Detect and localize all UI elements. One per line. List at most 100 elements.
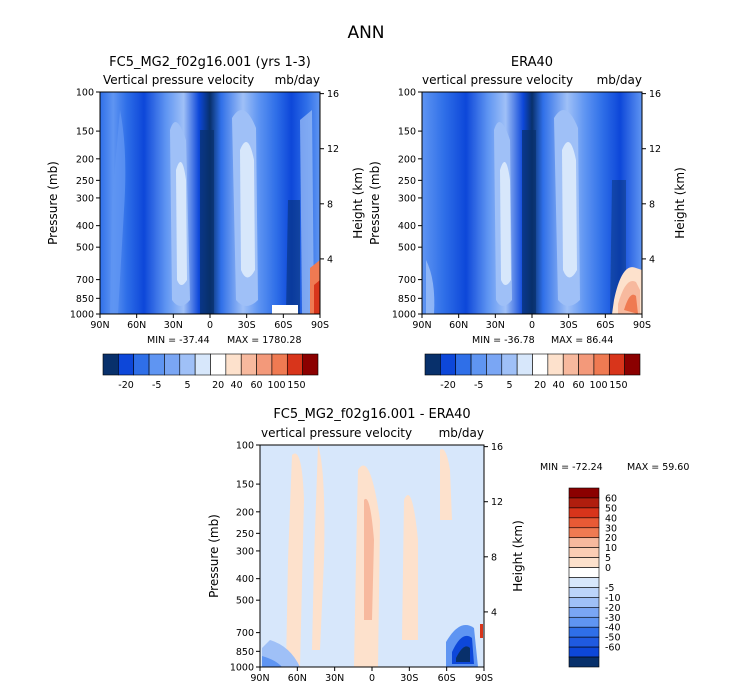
colorbar-box [568,537,600,548]
y-tick-label: 500 [398,243,416,254]
y2-tick-label: 4 [491,607,497,618]
y-tick-label: 700 [76,275,94,286]
y2-tick-label: 8 [491,552,497,563]
y2-tick-label: 8 [649,199,655,210]
y-tick-label: 100 [236,441,254,452]
colorbar-box [568,626,600,638]
colorbar-box [568,587,600,598]
panel-era40-min-label: MIN = -36.78 [472,335,535,346]
panel-era40-subtitle-right: mb/day [597,73,642,87]
colorbar-label: 60 [573,380,585,391]
colorbar-label: 150 [609,380,627,391]
x-tick-label: 60N [449,320,468,331]
y2-tick-label: 16 [649,89,661,100]
y-tick-label: 1000 [230,663,254,674]
colorbar-label: 10 [605,543,617,554]
x-tick-label: 90S [311,320,329,331]
panel-era40-title: ERA40 [511,55,553,70]
panel-model-ylabel: Pressure (mb) [46,161,60,245]
x-tick-label: 30S [238,320,256,331]
panel-model-colorbar: -20 -5 5 20 40 60 100 150 [102,353,319,391]
colorbar-box [568,607,600,618]
y2-tick-label: 12 [327,144,339,155]
colorbar-box [568,616,600,628]
colorbar-box [568,597,600,608]
panel-difference: FC5_MG2_f02g16.001 - ERA40 vertical pres… [207,407,689,684]
panel-difference-y-axis-left: 100 150 200 250 300 400 500 700 850 1000 [230,441,260,674]
y-tick-label: 500 [236,596,254,607]
colorbar-box [568,577,600,588]
y-tick-label: 700 [236,628,254,639]
panel-model-plot-area [99,91,321,315]
colorbar-box [486,353,503,376]
y-tick-label: 500 [76,243,94,254]
colorbar-box [568,646,600,658]
colorbar-box [562,353,579,376]
panel-model-subtitle-left: Vertical pressure velocity [103,73,254,87]
y-tick-label: 250 [398,176,416,187]
colorbar-label: 40 [231,380,243,391]
x-tick-label: 0 [529,320,535,331]
panel-difference-y-axis-right: 4 8 12 16 [484,442,503,618]
colorbar-box [179,353,196,376]
colorbar-box [194,353,211,376]
y-tick-label: 200 [398,154,416,165]
colorbar-box [624,353,641,376]
panel-era40-subtitle-left: vertical pressure velocity [422,73,573,87]
x-tick-label: 90S [633,320,651,331]
y-tick-label: 300 [76,193,94,204]
colorbar-label: 30 [605,523,617,534]
colorbar-label: -10 [605,593,621,604]
colorbar-box [568,527,600,539]
colorbar-box [133,353,150,376]
colorbar-box [302,353,319,376]
colorbar-box [568,567,600,578]
y2-tick-label: 16 [491,442,503,453]
panel-model-y-axis-right: 4 8 12 16 [320,89,339,265]
colorbar-box [593,353,610,376]
y2-tick-label: 8 [327,199,333,210]
panel-era40-y-axis-right: 4 8 12 16 [642,89,661,265]
figure-title: ANN [347,23,384,43]
panel-era40-plot-area [421,91,643,315]
colorbar-box [501,353,518,376]
y2-tick-label: 12 [649,144,661,155]
panel-difference-plot-area [259,444,485,668]
colorbar-box [568,507,600,519]
y2-tick-label: 4 [327,254,333,265]
y2-tick-label: 12 [491,497,503,508]
colorbar-label: -5 [605,583,614,594]
panel-difference-min-label: MIN = -72.24 [540,462,603,473]
colorbar-label: 40 [553,380,565,391]
colorbar-label: -50 [605,633,621,644]
colorbar-box [286,353,303,376]
colorbar-box [271,353,288,376]
colorbar-label: 20 [212,380,224,391]
colorbar-label: -5 [474,380,483,391]
colorbar-label: -20 [605,603,621,614]
colorbar-box [102,353,119,376]
y-tick-label: 1000 [392,310,416,321]
colorbar-box [256,353,273,376]
x-tick-label: 0 [369,673,375,684]
panel-model-subtitle-right: mb/day [275,73,320,87]
colorbar-box [568,557,600,568]
colorbar-label: 40 [605,513,617,524]
colorbar-box [608,353,625,376]
x-tick-label: 60N [288,673,307,684]
colorbar-box [568,656,600,668]
y2-tick-label: 4 [649,254,655,265]
colorbar-box [568,547,600,558]
colorbar-label: 20 [605,533,617,544]
y-tick-label: 150 [398,127,416,138]
y-tick-label: 300 [236,546,254,557]
colorbar-box [568,497,600,509]
panel-difference-subtitle-left: vertical pressure velocity [261,426,412,440]
y-tick-label: 850 [76,294,94,305]
x-tick-label: 30S [560,320,578,331]
y-tick-label: 100 [76,88,94,99]
colorbar-label: 5 [605,553,611,564]
panel-model-title: FC5_MG2_f02g16.001 (yrs 1-3) [109,55,311,70]
y-tick-label: 1000 [70,310,94,321]
x-tick-label: 90N [250,673,269,684]
